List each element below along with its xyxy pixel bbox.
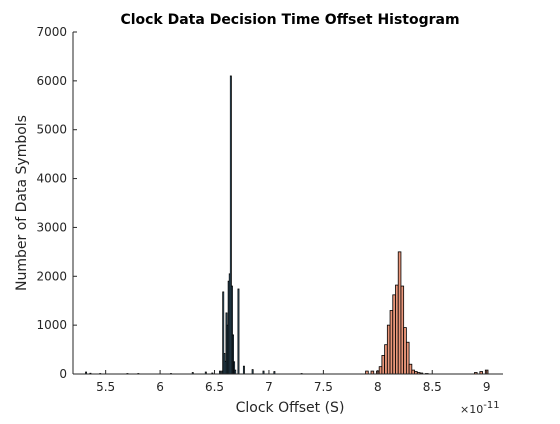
chart-title: Clock Data Decision Time Offset Histogra… xyxy=(120,12,459,28)
histogram-bar xyxy=(400,285,405,375)
x-tick-label: 6.5 xyxy=(205,380,224,394)
histogram-bar xyxy=(397,251,402,375)
histogram-bar xyxy=(389,310,394,375)
histogram-bar xyxy=(395,284,399,375)
x-tick-label: 6 xyxy=(156,380,164,394)
y-axis-label: Number of Data Symbols xyxy=(14,115,30,291)
x-exponent-base: ×10 xyxy=(460,403,483,416)
y-tick-label: 2000 xyxy=(36,269,67,283)
histogram-bar xyxy=(378,366,383,375)
histogram-bar xyxy=(386,324,391,375)
histogram-bar xyxy=(411,369,415,375)
x-tick-label: 8 xyxy=(374,380,382,394)
x-axis-label: Clock Offset (S) xyxy=(236,400,345,416)
histogram-bar xyxy=(251,369,254,375)
y-tick-label: 0 xyxy=(59,367,67,381)
x-tick-label: 7.5 xyxy=(314,380,333,394)
y-tick-label: 5000 xyxy=(36,123,67,137)
x-exponent: ×10-11 xyxy=(460,400,500,416)
histogram-bar xyxy=(381,355,386,375)
y-tick-label: 1000 xyxy=(36,318,67,332)
axes-group: 5.5 6 6.5 7 7.5 8 8.5 9 0 1000 2000 3000 4000 5000 600… xyxy=(36,25,503,394)
x-tick-label: 8.5 xyxy=(423,380,442,394)
histogram-bar xyxy=(392,294,396,375)
y-tick-label: 6000 xyxy=(36,74,67,88)
histogram-bar xyxy=(405,341,410,375)
y-tick-label: 7000 xyxy=(36,25,67,39)
y-tick-label: 4000 xyxy=(36,172,67,186)
y-tick-label: 3000 xyxy=(36,220,67,234)
histogram-bar xyxy=(234,369,237,375)
histogram-bar xyxy=(408,363,413,375)
histogram-bar xyxy=(237,288,240,375)
x-tick-label: 9 xyxy=(483,380,491,394)
x-tick-label: 5.5 xyxy=(96,380,115,394)
x-exponent-power: -11 xyxy=(483,400,499,411)
histogram-bar xyxy=(242,365,245,375)
bars-group xyxy=(85,75,489,375)
x-tick-label: 7 xyxy=(265,380,273,394)
histogram-bar xyxy=(403,327,407,375)
histogram-bar xyxy=(384,344,388,375)
